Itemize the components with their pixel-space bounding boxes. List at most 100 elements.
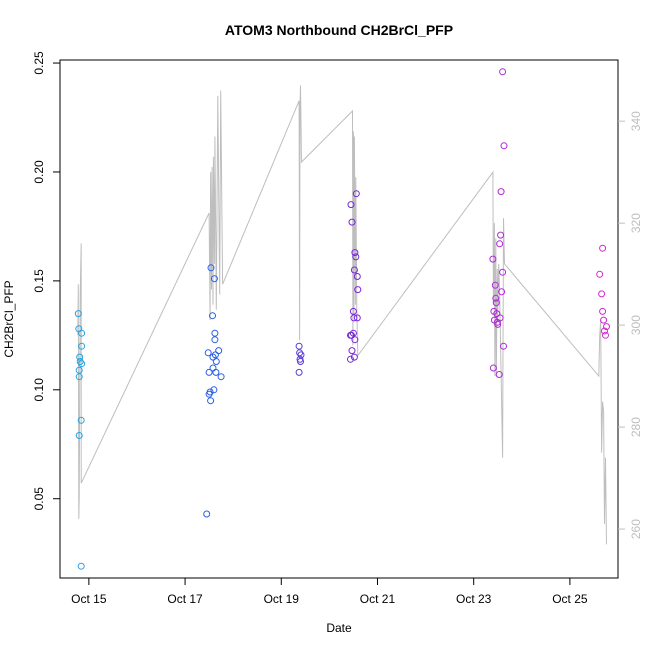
data-point xyxy=(353,314,361,322)
data-point xyxy=(596,270,604,278)
y-tick-label: 0.20 xyxy=(32,160,46,184)
data-point xyxy=(493,310,501,318)
data-point xyxy=(351,249,359,257)
data-point xyxy=(602,331,609,339)
y-axis-label: CH2BrCl_PFP xyxy=(2,280,16,357)
y-tick-label: 0.25 xyxy=(32,51,46,75)
data-point xyxy=(78,360,86,368)
data-point xyxy=(600,316,608,324)
data-point xyxy=(206,388,214,396)
data-point xyxy=(352,253,360,261)
data-point xyxy=(349,307,357,315)
data-point xyxy=(215,347,223,355)
data-point xyxy=(498,288,506,296)
data-point xyxy=(77,416,85,424)
data-point xyxy=(499,268,507,276)
data-point xyxy=(348,218,356,226)
data-point xyxy=(347,355,354,363)
data-point xyxy=(77,562,85,570)
data-point xyxy=(494,320,502,328)
data-point xyxy=(489,364,497,372)
data-point xyxy=(210,386,218,394)
data-point xyxy=(497,231,505,239)
data-point xyxy=(297,351,305,359)
data-point xyxy=(78,342,86,350)
data-point xyxy=(78,329,86,337)
x-tick-label: Oct 23 xyxy=(456,592,492,606)
data-point xyxy=(601,327,608,335)
x-tick-label: Oct 17 xyxy=(167,592,203,606)
data-point xyxy=(353,273,361,280)
plot-frame xyxy=(59,59,619,579)
y-tick-label: 0.15 xyxy=(32,269,46,293)
data-point xyxy=(348,331,355,339)
data-point xyxy=(599,244,607,252)
data-point xyxy=(209,364,217,372)
data-point xyxy=(212,358,220,365)
data-point xyxy=(497,188,505,196)
y2-tick-label: 260 xyxy=(629,519,643,539)
data-point xyxy=(354,286,362,294)
x-tick-label: Oct 21 xyxy=(360,592,396,606)
data-point xyxy=(351,336,359,344)
chart-title: ATOM3 Northbound CH2BrCl_PFP xyxy=(225,22,453,38)
data-point xyxy=(210,275,218,283)
y-axis-left: 0.05 0.10 0.15 0.20 0.25 xyxy=(32,51,60,510)
data-point xyxy=(350,314,358,322)
data-point xyxy=(348,347,356,355)
data-point xyxy=(492,299,500,307)
data-point xyxy=(209,353,217,361)
data-point xyxy=(76,353,84,361)
data-point xyxy=(212,368,220,376)
data-point xyxy=(211,336,219,344)
y2-tick-label: 320 xyxy=(629,213,643,233)
x-axis: Oct 15 Oct 17 Oct 19 Oct 21 Oct 23 Oct 25 xyxy=(71,577,588,606)
data-point xyxy=(203,510,211,518)
data-point xyxy=(209,312,216,320)
line-series xyxy=(77,85,607,545)
data-point xyxy=(349,329,357,337)
y2-tick-label: 300 xyxy=(629,315,643,335)
y-tick-label: 0.05 xyxy=(32,487,46,511)
data-point xyxy=(352,190,360,198)
data-point xyxy=(603,323,610,331)
scatter-points xyxy=(74,68,610,570)
line-path xyxy=(77,85,607,545)
data-point xyxy=(496,314,504,322)
data-point xyxy=(599,307,607,315)
data-point xyxy=(499,68,507,76)
data-point xyxy=(495,371,503,378)
data-point xyxy=(204,349,212,357)
x-tick-label: Oct 15 xyxy=(71,592,107,606)
data-point xyxy=(350,353,358,361)
y-tick-label: 0.10 xyxy=(32,378,46,402)
data-point xyxy=(491,281,499,289)
data-point xyxy=(217,373,225,381)
data-point xyxy=(350,266,358,274)
data-point xyxy=(347,201,355,209)
data-point xyxy=(75,373,83,381)
data-point xyxy=(207,397,215,405)
data-point xyxy=(492,294,500,302)
data-point xyxy=(500,342,507,350)
x-tick-label: Oct 19 xyxy=(264,592,300,606)
data-point xyxy=(211,329,219,337)
data-point xyxy=(295,368,303,376)
data-point xyxy=(500,142,508,150)
data-point xyxy=(496,240,504,248)
x-axis-label: Date xyxy=(326,621,352,635)
data-point xyxy=(295,342,303,350)
x-tick-label: Oct 25 xyxy=(552,592,588,606)
data-point xyxy=(598,290,606,298)
data-point xyxy=(74,310,82,318)
data-point xyxy=(205,368,213,376)
data-point xyxy=(297,358,304,365)
data-point xyxy=(207,264,215,272)
data-point xyxy=(489,255,497,263)
data-point xyxy=(211,351,219,359)
y2-tick-label: 280 xyxy=(629,417,643,437)
y-axis-right: 260 280 300 320 340 xyxy=(618,111,643,539)
data-point xyxy=(75,432,83,439)
y2-tick-label: 340 xyxy=(629,111,643,131)
